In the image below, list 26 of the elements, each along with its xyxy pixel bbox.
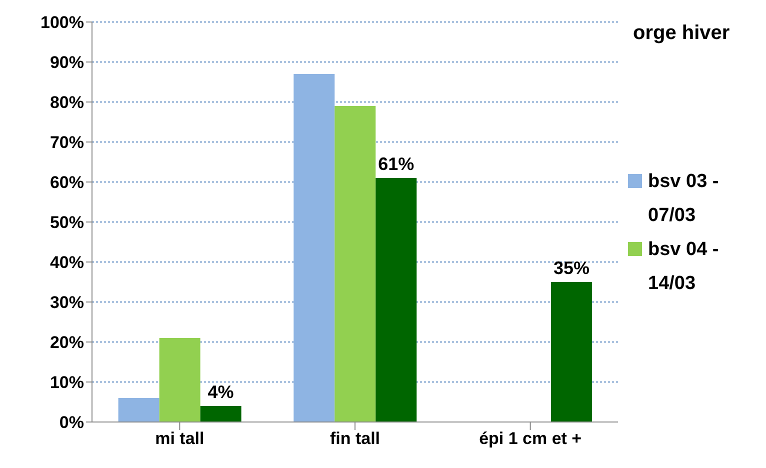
y-tick-label: 40% <box>50 253 84 272</box>
legend-label: bsv 04 - 14/03 <box>648 238 720 296</box>
bar <box>376 178 417 422</box>
data-label: 4% <box>208 382 234 402</box>
data-label: 61% <box>378 154 414 174</box>
bar <box>118 398 160 422</box>
y-tick-label: 20% <box>50 333 84 352</box>
y-tick-label: 90% <box>50 53 84 72</box>
bar <box>200 406 242 422</box>
y-tick-label: 100% <box>40 13 84 32</box>
y-tick-label: 0% <box>59 413 84 432</box>
y-tick-label: 50% <box>50 213 84 232</box>
text: orge hiver <box>633 22 730 45</box>
bar <box>550 282 592 422</box>
bar <box>294 74 335 422</box>
x-tick-label: fin tall <box>330 429 380 448</box>
y-tick-label: 60% <box>50 173 84 192</box>
y-tick-label: 10% <box>50 373 84 392</box>
data-label: 35% <box>553 258 590 278</box>
bar <box>334 106 376 422</box>
y-tick-label: 80% <box>50 93 84 112</box>
x-tick-label: épi 1 cm et + <box>479 429 582 448</box>
y-tick-label: 70% <box>50 133 84 152</box>
y-tick-label: 30% <box>50 293 84 312</box>
x-tick-label: mi tall <box>155 429 204 448</box>
bar <box>159 338 200 422</box>
